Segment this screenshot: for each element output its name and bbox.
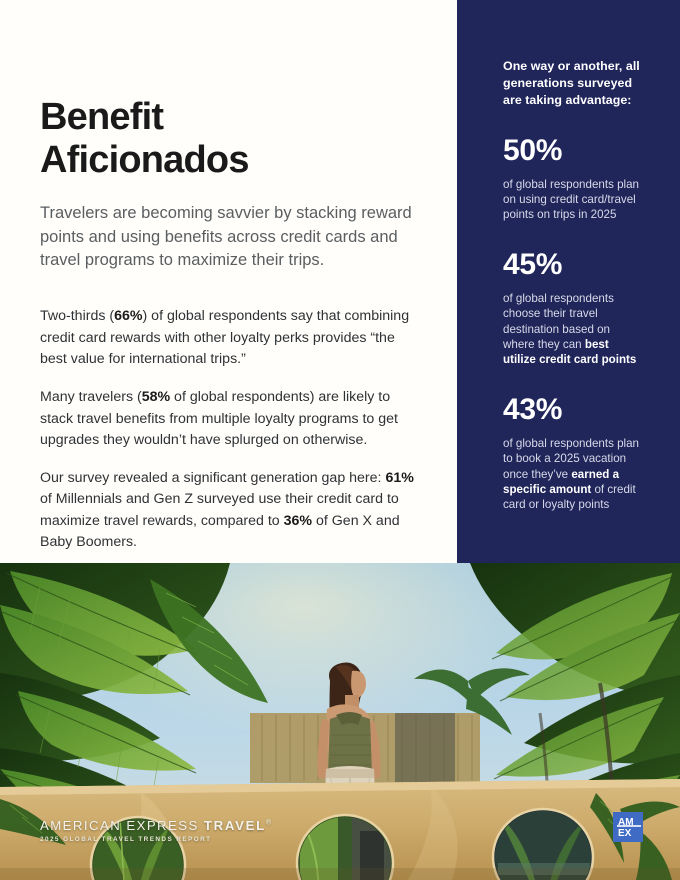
paragraph-1: Two-thirds (66%) of global respondents s… [40,306,418,370]
paragraph-2-pre: Many travelers ( [40,389,142,406]
stat-value-2: 45% [503,247,563,281]
registered-icon: ® [265,819,273,827]
stat-block-1: 50% of global respondents plan on using … [503,133,640,223]
paragraph-3-stat-1: 61% [385,470,414,487]
stats-panel: One way or another, all generations surv… [457,0,680,563]
stat-block-2: 45% of global respondents choose their t… [503,247,640,368]
stat-description-3: of global respondents plan to book a 202… [503,436,640,513]
stat-description-2: of global respondents choose their trave… [503,291,640,368]
amex-logo-line-1: AM [618,817,634,828]
paragraph-2: Many travelers (58% of global respondent… [40,387,418,451]
paragraph-1-pre: Two-thirds ( [40,308,115,325]
article-subtitle: Travelers are becoming savvier by stacki… [40,204,412,269]
stats-panel-heading: One way or another, all generations surv… [503,59,640,107]
amex-logo-line-2: EX [618,828,632,839]
wall-portholes [89,807,595,880]
stat-description-1: of global respondents plan on using cred… [503,177,640,223]
stat-2-bold: best utilize credit card points [503,338,637,367]
title-line-2: Aficionados [40,138,249,181]
article-body: Two-thirds (66%) of global respondents s… [40,306,440,553]
stat-value-3: 43% [503,392,563,426]
stat-3-bold: earned a specific amount [503,467,620,497]
paragraph-2-stat: 58% [141,389,171,406]
paragraph-3-stat-2: 36% [283,512,313,529]
brand-wordmark-travel: TRAVEL [203,818,266,833]
paragraph-1-post: ) of global respondents say that combini… [40,308,410,367]
hero-photo-illustration [0,563,680,880]
brand-report-line: 2025 GLOBAL TRAVEL TRENDS REPORT [40,836,212,843]
stat-value-1: 50% [503,133,563,167]
hero-photo [0,563,680,880]
brand-wordmark-pre: AMERICAN EXPRESS [40,818,204,833]
amex-logo-icon: AM EX [613,812,643,842]
amex-logo: AM EX [613,812,643,842]
paragraph-3-pre: Our survey revealed a significant genera… [40,470,386,487]
paragraph-3: Our survey revealed a significant genera… [40,468,418,553]
article-column: Benefit Aficionados Travelers are becomi… [40,0,440,553]
stat-3-post: of credit card or loyalty points [503,483,636,512]
paragraph-3-post: of Gen X and Baby Boomers. [40,512,400,551]
stat-3-pre: of global respondents plan to book a 202… [503,436,640,481]
stat-1-pre: of global respondents plan on using cred… [503,177,640,222]
paragraph-2-post: of global respondents) are likely to sta… [40,389,398,448]
brand-wordmark: AMERICAN EXPRESS TRAVEL® [40,818,272,833]
brand-lockup: AMERICAN EXPRESS TRAVEL® 2025 GLOBAL TRA… [40,818,272,843]
stat-block-3: 43% of global respondents plan to book a… [503,392,640,513]
title-line-1: Benefit [40,96,164,138]
stat-2-pre: of global respondents choose their trave… [503,291,614,352]
paragraph-1-stat: 66% [114,308,143,325]
paragraph-3-mid: of Millennials and Gen Z surveyed use th… [40,491,399,529]
page-title: Benefit Aficionados [40,96,440,181]
